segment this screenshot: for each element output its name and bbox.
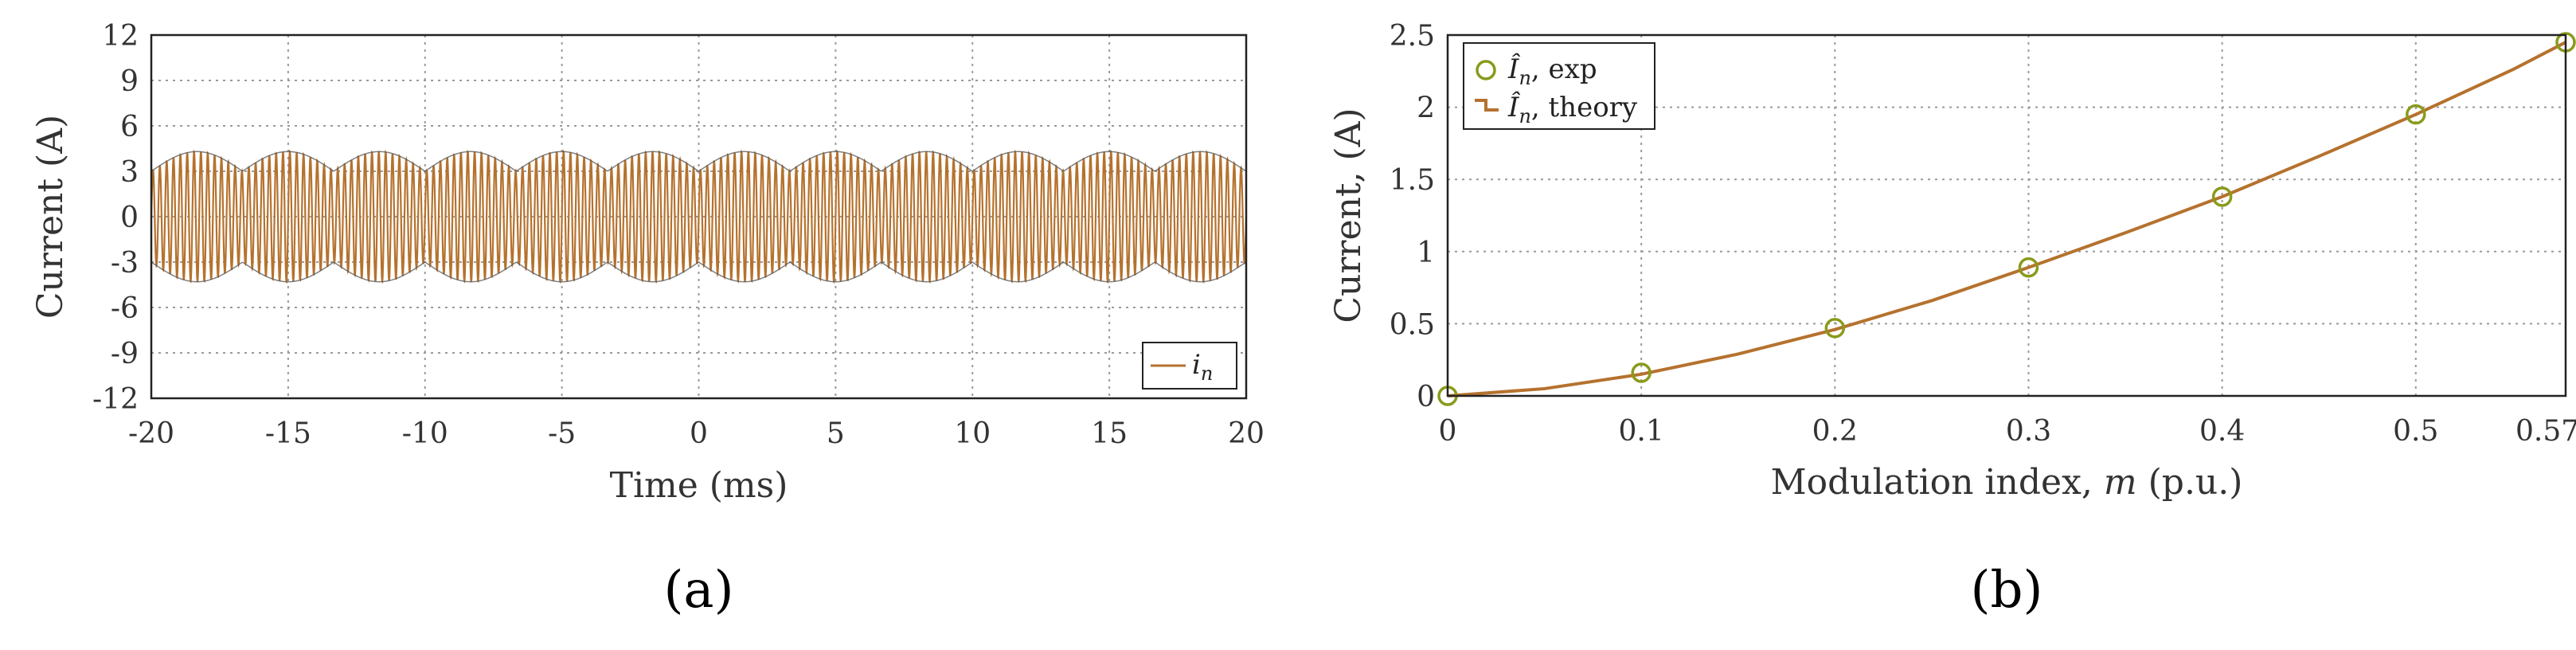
panel-label-b: (b) xyxy=(1971,561,2043,620)
x-tick-label-b-0: 0 xyxy=(1439,415,1457,448)
y-tick-label-a-4: 0 xyxy=(120,202,139,234)
panel-label-a: (a) xyxy=(663,561,733,620)
x-tick-label-a-0: -20 xyxy=(128,417,174,450)
x-tick-label-a-3: -5 xyxy=(548,417,576,450)
x-tick-label-b-1: 0.1 xyxy=(1619,415,1664,448)
x-axis-label-b-var: m xyxy=(2104,462,2137,503)
axes-frame-b xyxy=(1446,33,2567,397)
x-tick-label-b-5: 0.5 xyxy=(2393,415,2438,448)
x-axis-label-b-suffix: (p.u.) xyxy=(2137,462,2243,503)
x-tick-label-a-2: -10 xyxy=(402,417,448,450)
axes-frame-a xyxy=(150,33,1248,400)
legend-label-exp-base: Î xyxy=(1507,53,1521,85)
y-tick-label-b-3: 1.5 xyxy=(1390,164,1435,197)
y-axis-label-b: Current, (A) xyxy=(1328,108,1369,323)
y-axis-label-a: Current (A) xyxy=(30,115,71,319)
x-tick-label-a-8: 20 xyxy=(1228,417,1265,450)
exp-marker-3 xyxy=(2018,256,2039,278)
x-tick-label-a-4: 0 xyxy=(690,417,708,450)
legend-line-theory xyxy=(1475,99,1499,112)
y-tick-label-a-5: 3 xyxy=(120,156,139,189)
waveform-line xyxy=(150,149,1248,284)
y-tick-label-b-0: 0 xyxy=(1417,381,1435,413)
legend-box-b xyxy=(1463,42,1655,130)
legend-a: in xyxy=(1142,342,1237,390)
exp-marker-4 xyxy=(2211,186,2233,207)
legend-b: În, exp În, theory xyxy=(1463,42,1655,130)
y-tick-label-b-5: 2.5 xyxy=(1390,20,1435,53)
x-tick-label-a-5: 5 xyxy=(827,417,845,450)
legend-label-exp: În, exp xyxy=(1507,53,1597,89)
x-tick-label-a-7: 15 xyxy=(1091,417,1128,450)
legend-label-i_n: in xyxy=(1192,349,1213,385)
panel-a: -20 -15 -10 -5 0 5 10 15 20 -12 -9 -6 -3 0 3 6 9 12 Time… xyxy=(30,20,1265,620)
panel-b: 0 0.1 0.2 0.3 0.4 0.5 0.5774 0 0.5 1 1.5 2 2.5 Modu… xyxy=(1328,20,2576,620)
x-tick-label-a-1: -15 xyxy=(265,417,311,450)
y-tick-label-b-4: 2 xyxy=(1417,92,1435,125)
y-tick-label-a-6: 6 xyxy=(120,111,139,143)
x-tick-label-a-6: 10 xyxy=(954,417,991,450)
x-tick-labels-a: -20 -15 -10 -5 0 5 10 15 20 xyxy=(128,417,1265,450)
y-tick-labels-b: 0 0.5 1 1.5 2 2.5 xyxy=(1390,20,1435,413)
y-tick-labels-a: -12 -9 -6 -3 0 3 6 9 12 xyxy=(92,20,139,416)
series-i_n xyxy=(150,149,1248,284)
y-tick-label-a-2: -6 xyxy=(111,292,139,325)
y-tick-label-a-8: 12 xyxy=(102,20,139,53)
y-tick-label-a-3: -3 xyxy=(111,247,139,280)
y-tick-label-a-0: -12 xyxy=(92,383,139,416)
x-tick-labels-b: 0 0.1 0.2 0.3 0.4 0.5 0.5774 xyxy=(1439,415,2576,448)
legend-marker-exp xyxy=(1476,60,1496,80)
envelope-line xyxy=(150,151,1247,283)
x-tick-label-b-4: 0.4 xyxy=(2199,415,2245,448)
x-tick-label-b-6: 0.5774 xyxy=(2515,415,2576,448)
x-tick-label-b-3: 0.3 xyxy=(2006,415,2051,448)
y-tick-label-b-1: 0.5 xyxy=(1390,308,1435,341)
y-tick-label-a-1: -9 xyxy=(111,338,139,370)
legend-label-theory: În, theory xyxy=(1507,91,1638,127)
legend-label-theory-base: Î xyxy=(1507,91,1521,123)
legend-label-exp-rest: , exp xyxy=(1531,53,1597,85)
exp-marker-1 xyxy=(1631,362,1652,383)
y-tick-label-a-7: 9 xyxy=(120,65,139,98)
legend-label-theory-sub: n xyxy=(1519,105,1530,127)
exp-marker-5 xyxy=(2406,104,2426,125)
legend-label-exp-sub: n xyxy=(1519,67,1530,89)
x-axis-label-b-prefix: Modulation index, xyxy=(1771,462,2104,503)
legend-label-theory-rest: , theory xyxy=(1531,92,1638,123)
legend-label-i_n-base: i xyxy=(1192,349,1201,381)
x-axis-label-b: Modulation index, m (p.u.) xyxy=(1771,462,2243,503)
y-tick-label-b-2: 1 xyxy=(1417,237,1435,269)
x-axis-label-a: Time (ms) xyxy=(610,465,788,506)
series-theory-line xyxy=(1447,41,2566,397)
x-tick-label-b-2: 0.2 xyxy=(1812,415,1858,448)
exp-marker-2 xyxy=(1824,318,1846,339)
legend-label-i_n-sub: n xyxy=(1201,362,1213,385)
